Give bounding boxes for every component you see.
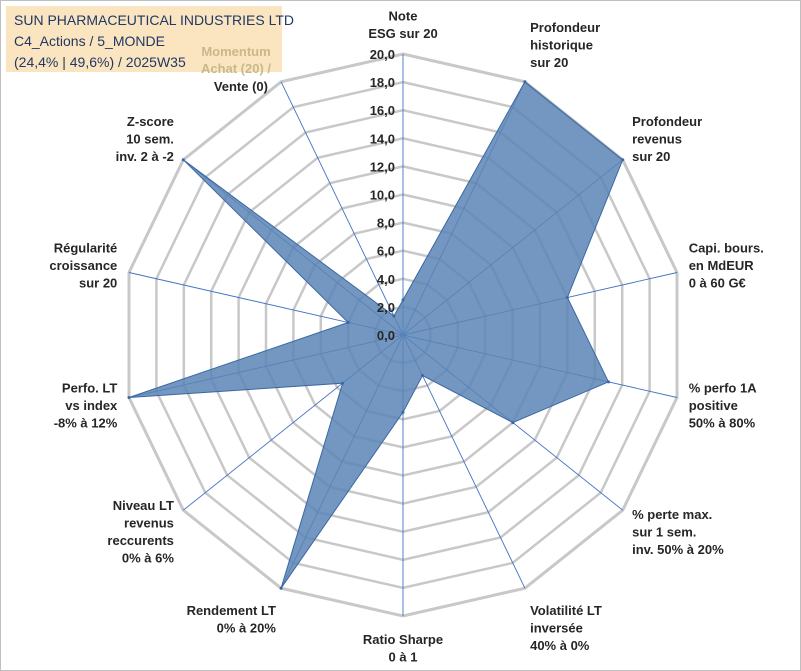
axis-label-line: positive (689, 398, 738, 413)
axis-label-line: croissance (49, 258, 117, 273)
portfolio-stats: (24,4% | 49,6%) / 2025W35 (14, 54, 186, 70)
axis-label: Vente (0) (214, 79, 268, 94)
axis-label-line: Vente (0) (214, 79, 268, 94)
axis-label-line: Note (389, 9, 418, 24)
company-name: SUN PHARMACEUTICAL INDUSTRIES LTD (14, 12, 295, 28)
data-point (127, 396, 131, 399)
axis-label-line: 0% à 20% (217, 621, 277, 636)
axis-label-line: ESG sur 20 (368, 26, 437, 41)
data-point (279, 586, 283, 590)
axis-label: Capi. bours. en MdEUR 0 à 60 G€ (689, 240, 764, 290)
axis-label: Note ESG sur 20 (368, 9, 437, 42)
data-point (607, 380, 610, 384)
data-point (621, 158, 625, 162)
tick-label: 2,0 (377, 300, 395, 315)
data-point (341, 381, 345, 385)
tick-label: 14,0 (370, 131, 395, 146)
axis-label-line: Profondeur (530, 20, 600, 35)
series-area (128, 81, 624, 589)
axis-label-line: Capi. bours. (689, 240, 764, 255)
axis-label-line: 0% à 6% (122, 551, 174, 566)
axis-label-line: Volatilité LT (530, 603, 602, 618)
data-point (392, 314, 396, 318)
axis-label: Niveau LT revenus reccurents 0% à 6% (107, 498, 174, 565)
axis-spoke (280, 81, 404, 336)
axis-label-line: Profondeur (632, 114, 702, 129)
tick-label: 6,0 (377, 244, 395, 259)
axis-label-line: Perfo. LT (62, 381, 117, 396)
axis-label-line: sur 1 sem. (632, 524, 696, 539)
axis-label: Ratio Sharpe 0 à 1 (363, 632, 443, 665)
axis-label-line: Z-score (127, 114, 174, 129)
axis-spoke (402, 334, 526, 589)
tick-label: 20,0 (370, 47, 395, 62)
data-point (511, 421, 515, 425)
axis-label: Volatilité LT inversée 40% à 0% (530, 603, 602, 653)
axis-label: Régularité croissance sur 20 (49, 240, 117, 290)
axis-label-line: Niveau LT (113, 498, 174, 513)
portfolio-name: C4_Actions / 5_MONDE (14, 33, 165, 49)
axis-label-line: 10 sem. (126, 132, 174, 147)
axis-label: % perfo 1A positive 50% à 80% (689, 381, 758, 431)
axis-label-line: -8% à 12% (54, 416, 118, 431)
axis-label-line: 0 à 60 G€ (689, 275, 746, 290)
axis-label-line: revenus (124, 516, 174, 531)
data-point (181, 158, 185, 162)
data-point (565, 296, 569, 299)
data-point (401, 410, 405, 414)
axis-label-line: vs index (65, 398, 118, 413)
axis-label: Rendement LT 0% à 20% (187, 603, 277, 636)
tick-label: 16,0 (370, 103, 395, 118)
data-point (401, 298, 405, 302)
tick-label: 18,0 (370, 75, 395, 90)
radial-ticks: 0,0 2,0 4,0 6,0 8,0 10,0 12,0 14,0 16,0 18,0 20,0 (370, 47, 395, 343)
axis-label-line: sur 20 (79, 275, 117, 290)
chart-title-box: SUN PHARMACEUTICAL INDUSTRIES LTD C4_Act… (6, 6, 294, 72)
tick-label: 10,0 (370, 188, 395, 203)
tick-label: 12,0 (370, 159, 395, 174)
axis-label-line: Rendement LT (187, 603, 276, 618)
tick-label: 8,0 (377, 216, 395, 231)
axis-label-line: historique (530, 38, 593, 53)
axis-label: % perte max. sur 1 sem. inv. 50% à 20% (632, 507, 724, 557)
axis-label-line: sur 20 (530, 55, 568, 70)
axis-label-line: 0 à 1 (389, 650, 418, 665)
radar-series (127, 80, 625, 590)
axis-label-line: inversée (530, 621, 583, 636)
axis-label-line: % perte max. (632, 507, 712, 522)
tick-label: 0,0 (377, 328, 395, 343)
axis-label-line: Régularité (54, 240, 118, 255)
axis-label: Perfo. LT vs index -8% à 12% (54, 381, 118, 431)
axis-label-line: Ratio Sharpe (363, 632, 443, 647)
data-point (421, 374, 424, 377)
axis-label: Z-score 10 sem. inv. 2 à -2 (116, 114, 174, 164)
axis-label-line: sur 20 (632, 149, 670, 164)
axis-label-line: inv. 50% à 20% (632, 542, 724, 557)
data-point (523, 80, 527, 84)
axis-label-line: revenus (632, 132, 682, 147)
axis-label: Profondeur historique sur 20 (530, 20, 600, 70)
data-point (346, 321, 350, 324)
axis-label-line: en MdEUR (689, 258, 755, 273)
axis-label-line: reccurents (107, 533, 173, 548)
axis-label-line: inv. 2 à -2 (116, 149, 174, 164)
axis-label-line: 50% à 80% (689, 416, 756, 431)
tick-label: 4,0 (377, 272, 395, 287)
axis-label: Profondeur revenus sur 20 (632, 114, 702, 164)
axis-labels: Note ESG sur 20 Profondeur historique sur 20… (49, 9, 763, 665)
axis-label-line: % perfo 1A (689, 381, 758, 396)
axis-label-line: 40% à 0% (530, 638, 590, 653)
